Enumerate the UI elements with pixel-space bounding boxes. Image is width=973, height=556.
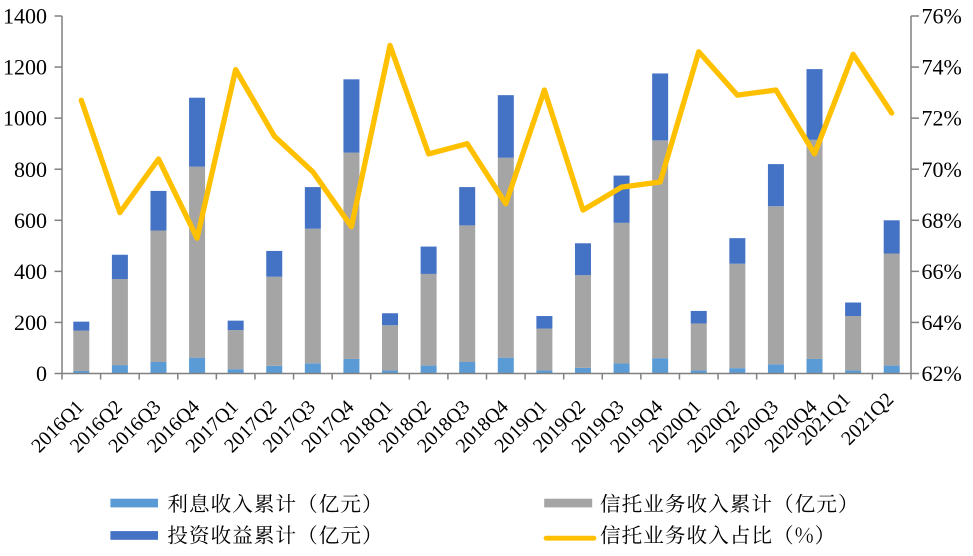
svg-text:72%: 72%	[922, 106, 962, 131]
svg-text:74%: 74%	[922, 55, 962, 80]
svg-text:76%: 76%	[922, 4, 962, 29]
svg-text:64%: 64%	[922, 310, 962, 335]
svg-text:200: 200	[14, 310, 47, 335]
svg-text:66%: 66%	[922, 259, 962, 284]
svg-text:1000: 1000	[3, 106, 47, 131]
svg-text:0: 0	[36, 361, 47, 386]
svg-text:1200: 1200	[3, 55, 47, 80]
svg-text:400: 400	[14, 259, 47, 284]
svg-text:70%: 70%	[922, 157, 962, 182]
svg-text:1400: 1400	[3, 4, 47, 29]
svg-text:600: 600	[14, 208, 47, 233]
svg-text:800: 800	[14, 157, 47, 182]
svg-text:62%: 62%	[922, 361, 962, 386]
svg-text:68%: 68%	[922, 208, 962, 233]
